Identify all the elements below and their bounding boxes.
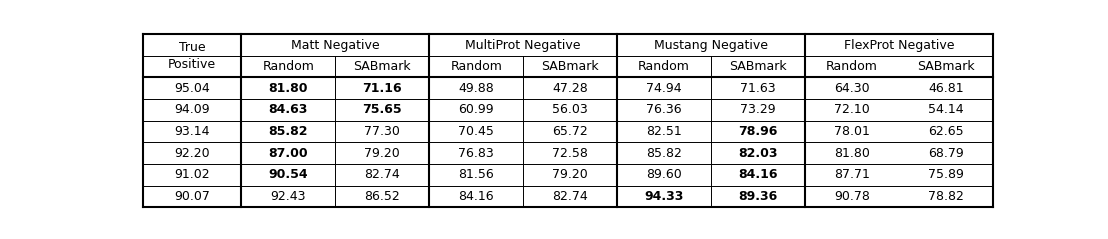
Text: 78.96: 78.96: [738, 125, 778, 138]
Text: 87.71: 87.71: [834, 168, 870, 181]
Text: Mustang Negative: Mustang Negative: [654, 38, 768, 52]
Text: 71.63: 71.63: [740, 82, 776, 95]
Text: 78.82: 78.82: [929, 190, 964, 203]
Text: 85.82: 85.82: [268, 125, 308, 138]
Text: 87.00: 87.00: [268, 147, 308, 160]
Text: 76.36: 76.36: [646, 103, 681, 116]
Text: Random: Random: [263, 60, 315, 73]
Text: 75.65: 75.65: [362, 103, 402, 116]
Text: 81.56: 81.56: [459, 168, 494, 181]
Text: True
Positive: True Positive: [168, 41, 216, 71]
Text: 89.36: 89.36: [738, 190, 778, 203]
Text: 95.04: 95.04: [174, 82, 211, 95]
Text: 79.20: 79.20: [365, 147, 400, 160]
Text: 84.16: 84.16: [738, 168, 778, 181]
Text: 75.89: 75.89: [929, 168, 964, 181]
Text: 82.74: 82.74: [552, 190, 588, 203]
Text: 46.81: 46.81: [929, 82, 964, 95]
Text: 90.54: 90.54: [268, 168, 308, 181]
Text: SABmark: SABmark: [542, 60, 599, 73]
Text: SABmark: SABmark: [353, 60, 411, 73]
Text: 94.33: 94.33: [645, 190, 684, 203]
Text: 73.29: 73.29: [740, 103, 776, 116]
Text: 72.58: 72.58: [552, 147, 588, 160]
Text: 89.60: 89.60: [646, 168, 683, 181]
Text: 93.14: 93.14: [174, 125, 209, 138]
Text: 84.16: 84.16: [459, 190, 494, 203]
Text: 84.63: 84.63: [269, 103, 308, 116]
Text: 94.09: 94.09: [174, 103, 209, 116]
Text: 91.02: 91.02: [174, 168, 209, 181]
Text: 54.14: 54.14: [929, 103, 964, 116]
Text: 79.20: 79.20: [552, 168, 588, 181]
Text: Random: Random: [450, 60, 502, 73]
Text: 86.52: 86.52: [365, 190, 400, 203]
Text: 82.03: 82.03: [738, 147, 778, 160]
Text: 62.65: 62.65: [929, 125, 964, 138]
Text: MultiProt Negative: MultiProt Negative: [465, 38, 581, 52]
Text: 77.30: 77.30: [365, 125, 400, 138]
Text: 90.78: 90.78: [834, 190, 870, 203]
Text: 64.30: 64.30: [834, 82, 870, 95]
Text: 68.79: 68.79: [929, 147, 964, 160]
Text: 71.16: 71.16: [362, 82, 402, 95]
Text: FlexProt Negative: FlexProt Negative: [843, 38, 954, 52]
Text: 74.94: 74.94: [646, 82, 681, 95]
Text: 49.88: 49.88: [459, 82, 494, 95]
Text: 92.43: 92.43: [270, 190, 306, 203]
Text: 82.74: 82.74: [365, 168, 400, 181]
Text: SABmark: SABmark: [729, 60, 787, 73]
Text: 81.80: 81.80: [834, 147, 870, 160]
Text: 90.07: 90.07: [174, 190, 211, 203]
Text: 70.45: 70.45: [459, 125, 494, 138]
Text: 78.01: 78.01: [834, 125, 870, 138]
Text: 82.51: 82.51: [646, 125, 683, 138]
Text: 85.82: 85.82: [646, 147, 683, 160]
Text: 81.80: 81.80: [268, 82, 308, 95]
Text: 92.20: 92.20: [174, 147, 209, 160]
Text: Random: Random: [827, 60, 878, 73]
Text: Matt Negative: Matt Negative: [291, 38, 380, 52]
Text: 76.83: 76.83: [459, 147, 494, 160]
Text: 56.03: 56.03: [552, 103, 588, 116]
Text: SABmark: SABmark: [917, 60, 975, 73]
Text: 72.10: 72.10: [834, 103, 870, 116]
Text: 65.72: 65.72: [552, 125, 588, 138]
Text: 60.99: 60.99: [459, 103, 494, 116]
Text: Random: Random: [638, 60, 690, 73]
Text: 47.28: 47.28: [552, 82, 588, 95]
